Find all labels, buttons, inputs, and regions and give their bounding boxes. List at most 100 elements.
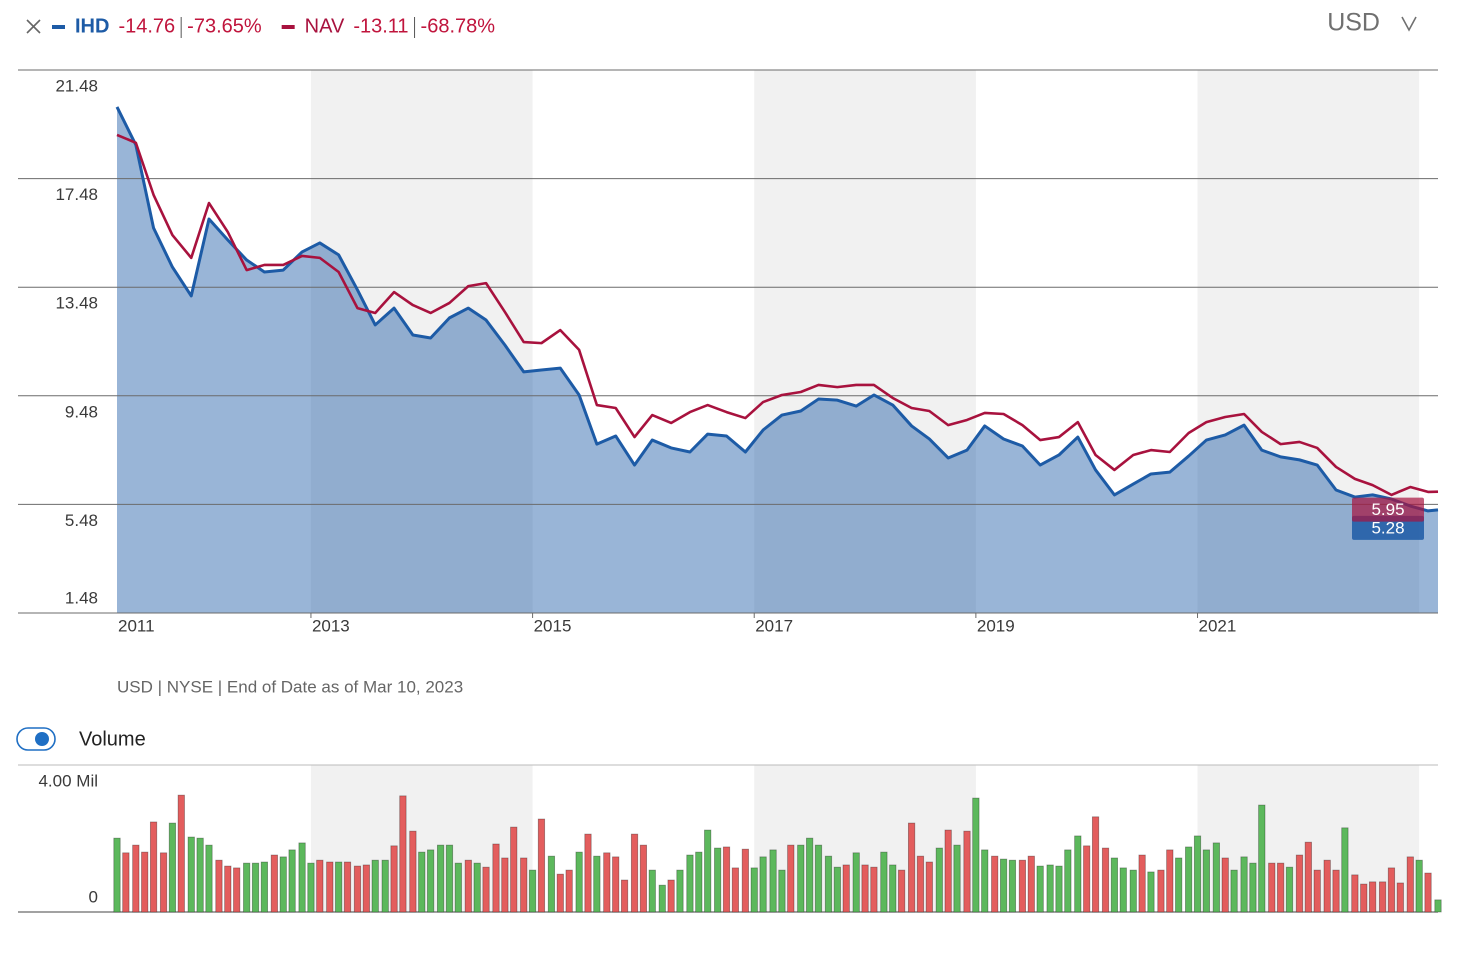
volume-bar (797, 844, 805, 913)
currency-selector[interactable]: USD (1327, 9, 1380, 37)
volume-bar (1258, 804, 1266, 913)
volume-bar (307, 862, 315, 913)
x-tick-label: 2015 (534, 616, 572, 635)
volume-bar (648, 869, 656, 913)
y-tick-label: 5.48 (65, 511, 98, 530)
volume-bar (187, 836, 195, 913)
volume-bar (806, 837, 814, 913)
x-tick-label: 2013 (312, 616, 350, 635)
legend: IHD -14.76 -73.65% NAV -13.11 -68.78% (52, 15, 495, 38)
volume-bar (510, 826, 518, 913)
volume-bar (1313, 869, 1321, 913)
volume-bar (113, 837, 121, 913)
x-tick-label: 2011 (118, 616, 155, 635)
volume-bar (279, 856, 287, 913)
volume-bar (454, 862, 462, 913)
volume-bar (1119, 867, 1127, 913)
legend-change-pct: -73.65% (187, 15, 262, 37)
volume-bar (251, 862, 260, 913)
volume-bar (630, 833, 639, 913)
x-tick-label: 2019 (977, 616, 1015, 635)
volume-bar (1415, 859, 1423, 913)
volume-bar (243, 862, 251, 913)
volume-bar (343, 861, 352, 913)
volume-bar (741, 848, 749, 913)
volume-bar (528, 869, 537, 913)
volume-bar (1285, 866, 1294, 913)
volume-bar (972, 797, 980, 913)
volume-bar (270, 854, 278, 913)
volume-bar (1027, 855, 1035, 913)
volume-bar (437, 844, 445, 913)
volume-bar (907, 822, 916, 913)
volume-bar (704, 829, 712, 913)
volume-bar (842, 864, 850, 913)
volume-bar (584, 833, 592, 913)
volume-bar (870, 866, 878, 913)
volume-bar (612, 856, 620, 913)
last-value-tag (1352, 515, 1424, 540)
volume-bar (916, 855, 925, 913)
volume-bar (1166, 849, 1174, 913)
volume-bar (814, 844, 823, 913)
volume-bar (326, 861, 334, 913)
volume-bar (537, 818, 546, 913)
volume-bar (298, 842, 306, 913)
volume-bar (575, 851, 583, 913)
volume-bar (787, 844, 795, 913)
volume-bar (1212, 842, 1220, 913)
toggle-knob[interactable] (35, 732, 49, 746)
volume-bar (1295, 854, 1304, 913)
volume-bar (1406, 856, 1414, 913)
volume-bar (722, 846, 731, 913)
volume-bar (778, 869, 786, 913)
volume-bar (335, 861, 343, 913)
volume-bar (445, 844, 454, 913)
last-value-tag (1352, 497, 1424, 522)
volume-toggle[interactable] (16, 727, 56, 751)
volume-bar (1268, 862, 1276, 913)
volume-bar (991, 855, 999, 913)
year-band (754, 70, 976, 613)
volume-bar (1341, 827, 1349, 913)
volume-bar (215, 859, 223, 913)
volume-bar (473, 862, 481, 913)
close-button[interactable] (26, 19, 41, 34)
volume-bar (963, 830, 971, 913)
volume-bar (1147, 871, 1155, 913)
volume-bar (1157, 869, 1165, 913)
volume-bar (1110, 857, 1118, 913)
volume-bar (759, 856, 767, 913)
volume-bar (1369, 881, 1377, 913)
series-line (116, 133, 1439, 497)
currency-chevron[interactable] (1401, 16, 1417, 32)
volume-bar (1323, 859, 1331, 913)
series-line (115, 106, 1439, 513)
volume-bar (1304, 841, 1312, 913)
volume-bar (1396, 882, 1404, 913)
volume-bar (639, 844, 648, 913)
volume-bar (224, 865, 232, 913)
volume-bar (1249, 862, 1257, 913)
volume-bar (362, 864, 370, 913)
volume-bar (1074, 835, 1082, 913)
volume-bar (1378, 881, 1387, 913)
y-tick-label: 9.48 (65, 402, 98, 421)
volume-bar (1277, 862, 1285, 913)
volume-bar (1008, 859, 1017, 913)
volume-bar (159, 852, 168, 913)
volume-bar (1332, 869, 1340, 913)
volume-bar (427, 849, 435, 913)
volume-bar (999, 858, 1008, 913)
volume-bar (935, 847, 943, 913)
price-chart: 1.48 5.48 9.48 13.48 17.48 21.48 2011 2013 2015 2… (18, 69, 1439, 635)
volume-bar (769, 849, 777, 913)
volume-bar (861, 864, 869, 913)
volume-bar (686, 854, 694, 913)
volume-chart: 0 4.00 Mil (18, 764, 1442, 913)
volume-bar (316, 859, 324, 913)
volume-bar (1185, 846, 1193, 913)
volume-bar (122, 852, 130, 913)
volume-bar (1202, 849, 1210, 913)
volume-bar (390, 845, 398, 913)
